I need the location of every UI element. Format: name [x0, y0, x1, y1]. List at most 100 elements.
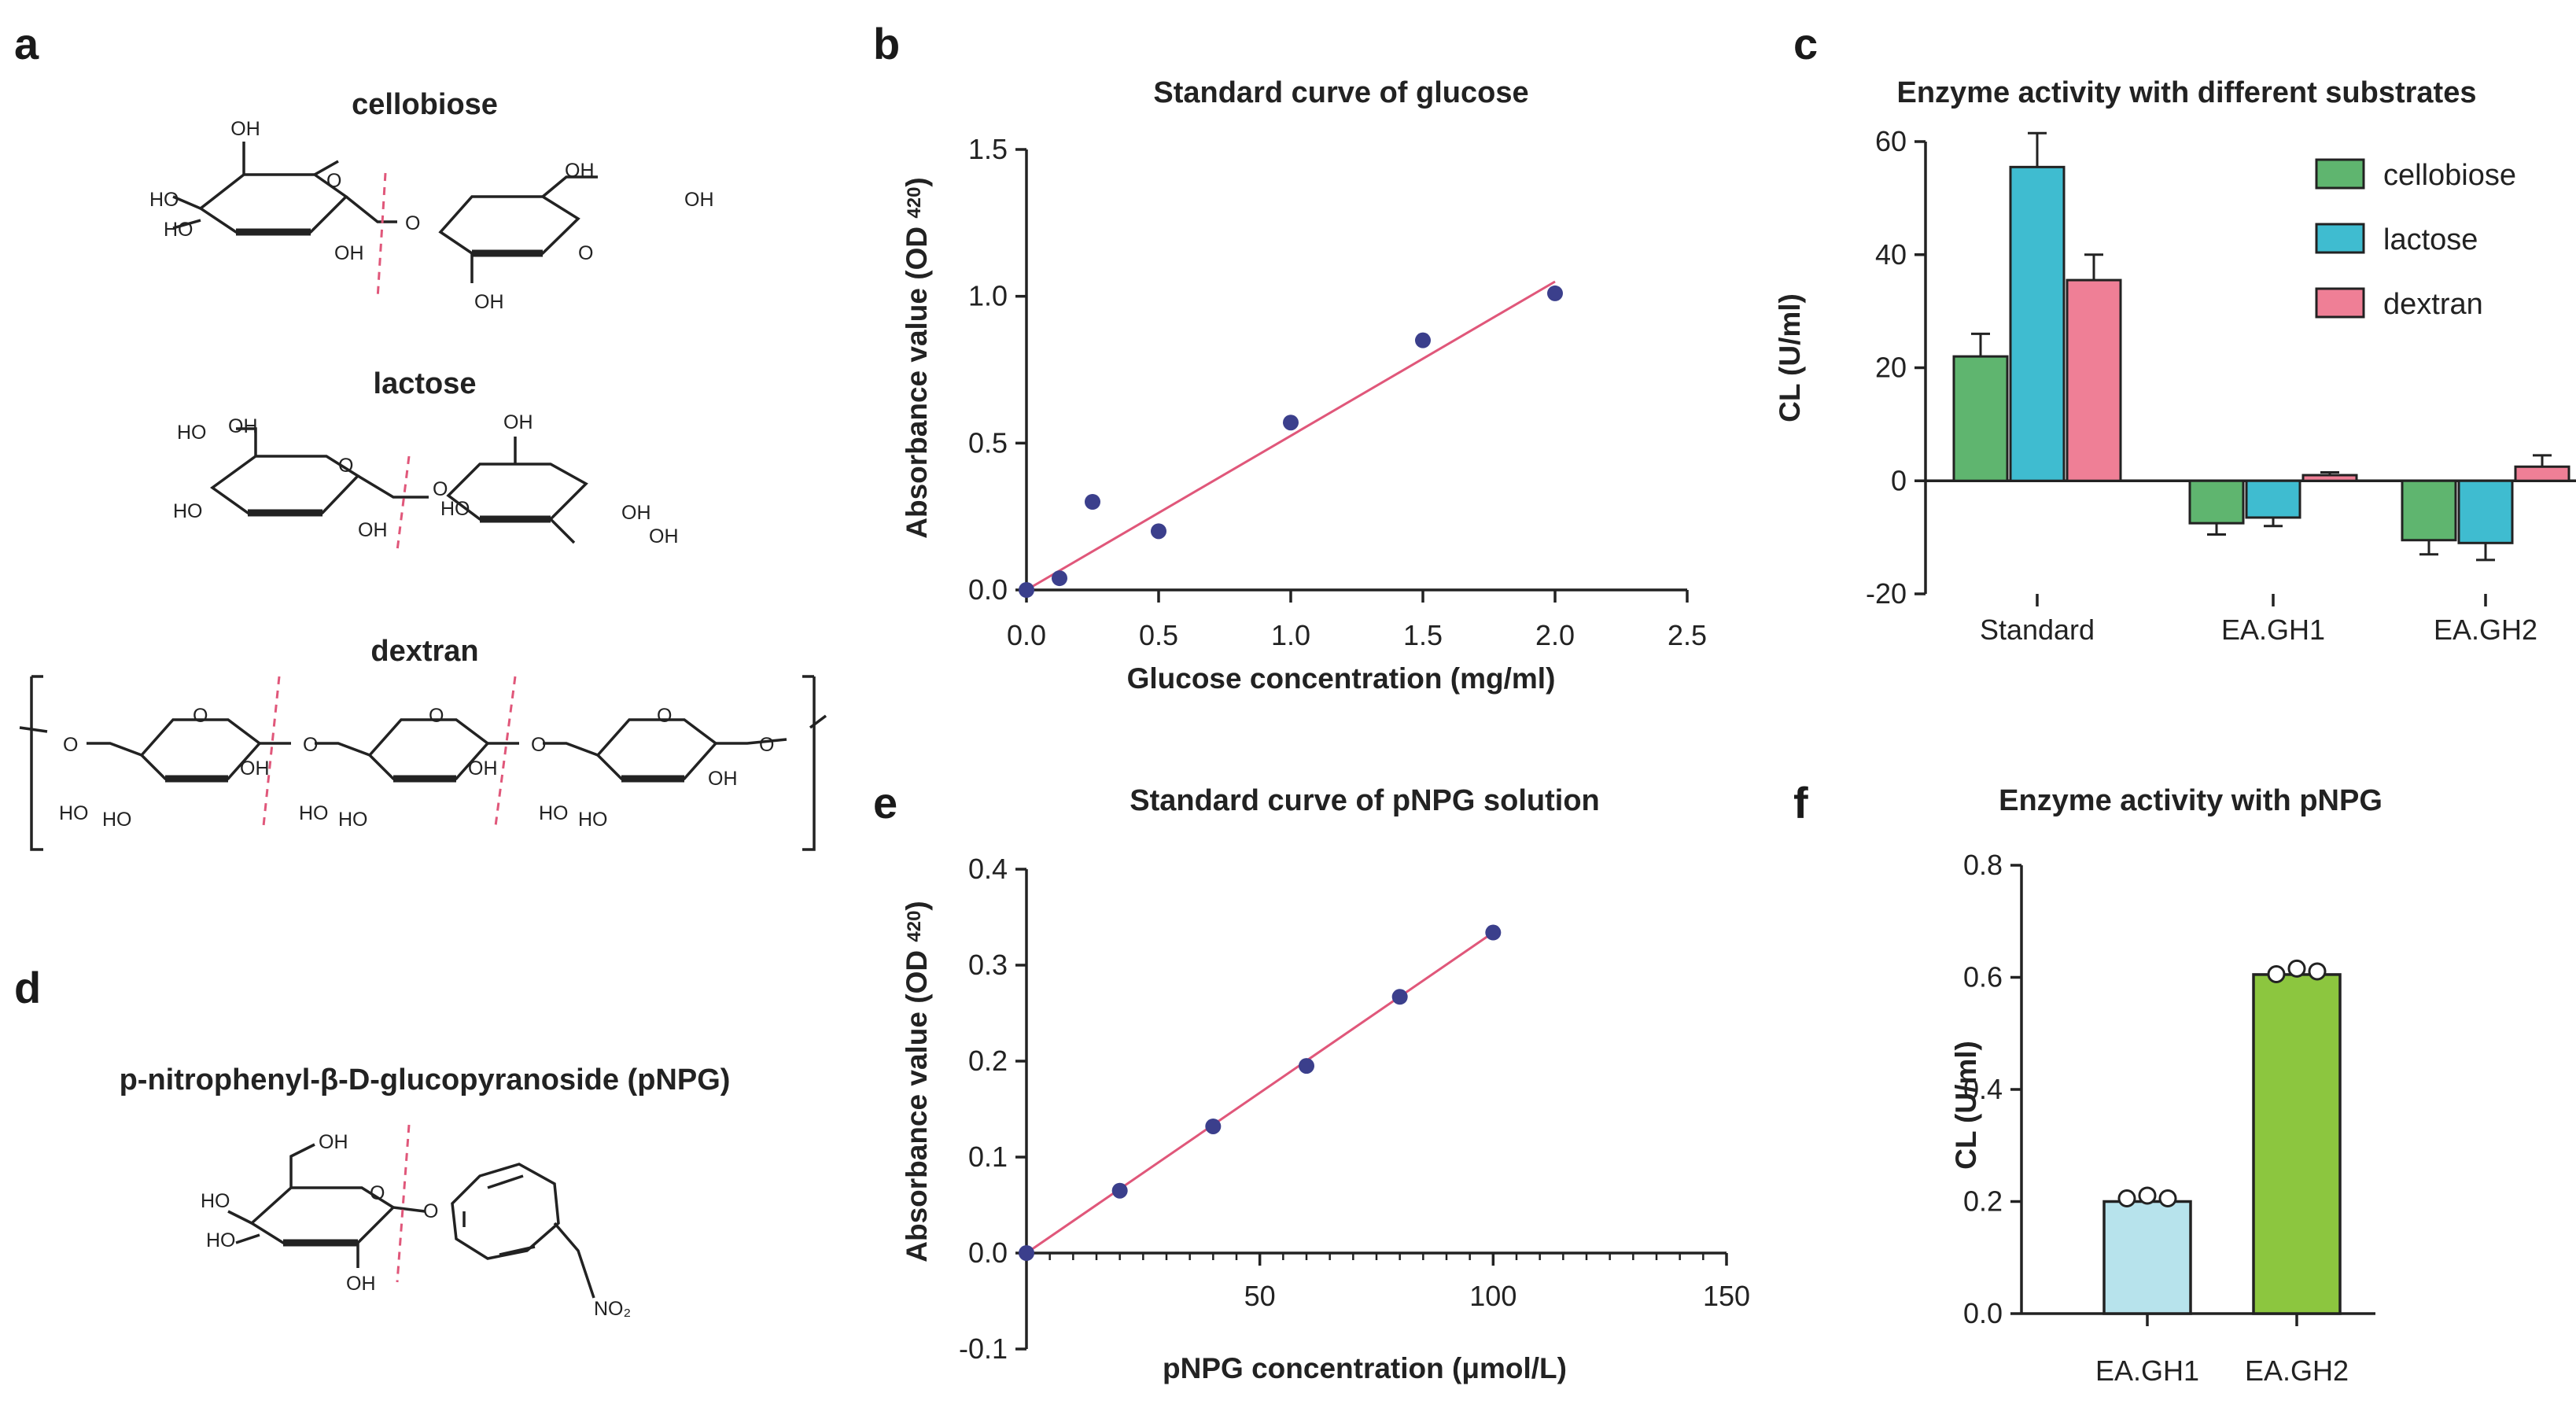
chem-label: OH [346, 1273, 376, 1295]
y-tick-label: 0.1 [968, 1141, 1008, 1173]
chem-label: HO [539, 802, 569, 824]
chem-label: O [326, 170, 341, 192]
fit-line [1026, 931, 1494, 1255]
replicate-point [2287, 959, 2306, 978]
x-tick-label: EA.GH1 [2095, 1355, 2199, 1387]
y-tick-label: 0.0 [1963, 1297, 2003, 1329]
y-axis-label-main: Absorbance value (OD [901, 950, 933, 1262]
x-tick-label: 50 [1244, 1280, 1276, 1312]
y-tick-label: 1.5 [968, 133, 1008, 165]
y-axis-label: CL (U/ml) [1774, 293, 1806, 422]
bar [2066, 278, 2122, 482]
data-point [1205, 1118, 1222, 1134]
chem-label: HO [299, 802, 329, 824]
chem-label: OH [228, 415, 258, 437]
cleavage-site-line [376, 172, 387, 300]
chem-label: O [578, 242, 593, 264]
panel-letter-b: b [873, 19, 900, 68]
molecule-name: cellobiose [352, 88, 498, 121]
chem-label: OH [708, 768, 738, 790]
chem-label: HO [164, 219, 193, 241]
panel-letter-c: c [1793, 19, 1818, 68]
cellobiose-structure [172, 142, 598, 283]
y-tick-label: 40 [1875, 238, 1907, 271]
replicate-point [2138, 1186, 2157, 1205]
molecule-cellobiose: cellobiose OH HO HO OH O O OH OH O OH [149, 88, 714, 313]
data-point [1547, 285, 1563, 301]
y-tick-label: 0.2 [1963, 1185, 2003, 1218]
data-point [1111, 1182, 1128, 1199]
x-tick-label: 1.0 [1271, 619, 1310, 651]
chem-label: NO₂ [594, 1298, 631, 1320]
y-axis-label: CL (U/ml) [1950, 1041, 1982, 1170]
x-tick-label: EA.GH2 [2434, 614, 2537, 646]
chem-label: OH [649, 525, 679, 547]
axes: 0.0 0.5 1.0 1.5 0.0 0.5 1.0 1.5 2.0 2.5 [968, 133, 1707, 651]
molecule-name: dextran [370, 635, 478, 668]
replicate-point [2267, 965, 2286, 983]
chem-label: O [759, 734, 774, 756]
plot-marks [2102, 959, 2342, 1315]
bar [2102, 1200, 2192, 1315]
molecule-lactose: lactose HO OH HO OH O OH O HO OH OH [173, 367, 679, 551]
chem-label: O [338, 455, 353, 477]
y-axis-label: Absorbance value (OD 420) [901, 177, 933, 539]
chem-label: HO [149, 189, 179, 211]
axes: 0.0 0.2 0.4 0.6 0.8 EA.GH1 EA.GH2 [1963, 849, 2375, 1387]
chem-label: O [303, 734, 318, 756]
molecule-pnpg: p-nitrophenyl-β-D-glucopyranoside (pNPG)… [120, 1063, 731, 1320]
y-tick-label: 20 [1875, 352, 1907, 384]
chem-label: O [433, 478, 448, 500]
data-point [1415, 332, 1431, 348]
chart-enzyme-activity-substrates: Enzyme activity with different substrate… [1774, 76, 2576, 646]
x-tick-label: 2.0 [1535, 619, 1575, 651]
bar [2401, 479, 2457, 542]
x-tick-label: 1.5 [1403, 619, 1443, 651]
y-tick-label: 0.6 [1963, 961, 2003, 993]
legend-label: cellobiose [2383, 159, 2516, 192]
chem-label: HO [173, 500, 203, 522]
y-tick-label: 0 [1891, 464, 1907, 496]
cleavage-site-line [396, 455, 411, 551]
bar [1952, 355, 2009, 482]
x-tick-label: 150 [1703, 1280, 1750, 1312]
y-tick-label: 60 [1875, 125, 1907, 157]
chart-title: Standard curve of pNPG solution [1130, 784, 1600, 817]
y-tick-label: 1.0 [968, 280, 1008, 312]
x-tick-label: 100 [1469, 1280, 1516, 1312]
chem-label: OH [503, 411, 533, 433]
legend-label: lactose [2383, 223, 2478, 256]
x-tick-label: EA.GH2 [2245, 1355, 2349, 1387]
y-tick-label: 0.0 [968, 1237, 1008, 1269]
y-tick-label: 0.3 [968, 949, 1008, 981]
chem-label: O [63, 734, 78, 756]
molecule-dextran: dextran O O OH HO HO O O OH HO HO O O OH [19, 635, 827, 851]
chem-label: HO [177, 422, 207, 444]
fit-line [1026, 280, 1556, 592]
data-point [1019, 1245, 1034, 1261]
x-tick-label: 2.5 [1668, 619, 1707, 651]
chart-enzyme-activity-pnpg: Enzyme activity with pNPG CL (U/ml) 0.0 0… [1950, 784, 2383, 1387]
y-tick-label: -20 [1866, 577, 1907, 610]
legend-swatch [2315, 287, 2365, 319]
chart-title: Enzyme activity with pNPG [1999, 784, 2383, 817]
chem-label: HO [59, 802, 89, 824]
y-tick-label: -0.1 [959, 1332, 1008, 1365]
chem-label: O [423, 1200, 438, 1222]
axes: -0.1 0.0 0.1 0.2 0.3 0.4 50 100 150 [959, 853, 1750, 1365]
y-axis-label-subscript: 420 [904, 187, 925, 219]
chem-label: HO [206, 1229, 236, 1251]
pnpg-structure [227, 1143, 595, 1299]
chart-title: Standard curve of glucose [1153, 76, 1528, 109]
chem-label: HO [201, 1190, 230, 1212]
lactose-structure [210, 427, 588, 544]
bar [2514, 465, 2570, 482]
chem-label: OH [621, 502, 651, 524]
data-point [1299, 1058, 1314, 1074]
chem-label: OH [240, 757, 270, 780]
y-tick-label: 0.4 [1963, 1073, 2003, 1105]
chem-label: OH [319, 1131, 348, 1153]
y-tick-label: 0.0 [968, 573, 1008, 606]
replicate-point [2117, 1189, 2136, 1207]
